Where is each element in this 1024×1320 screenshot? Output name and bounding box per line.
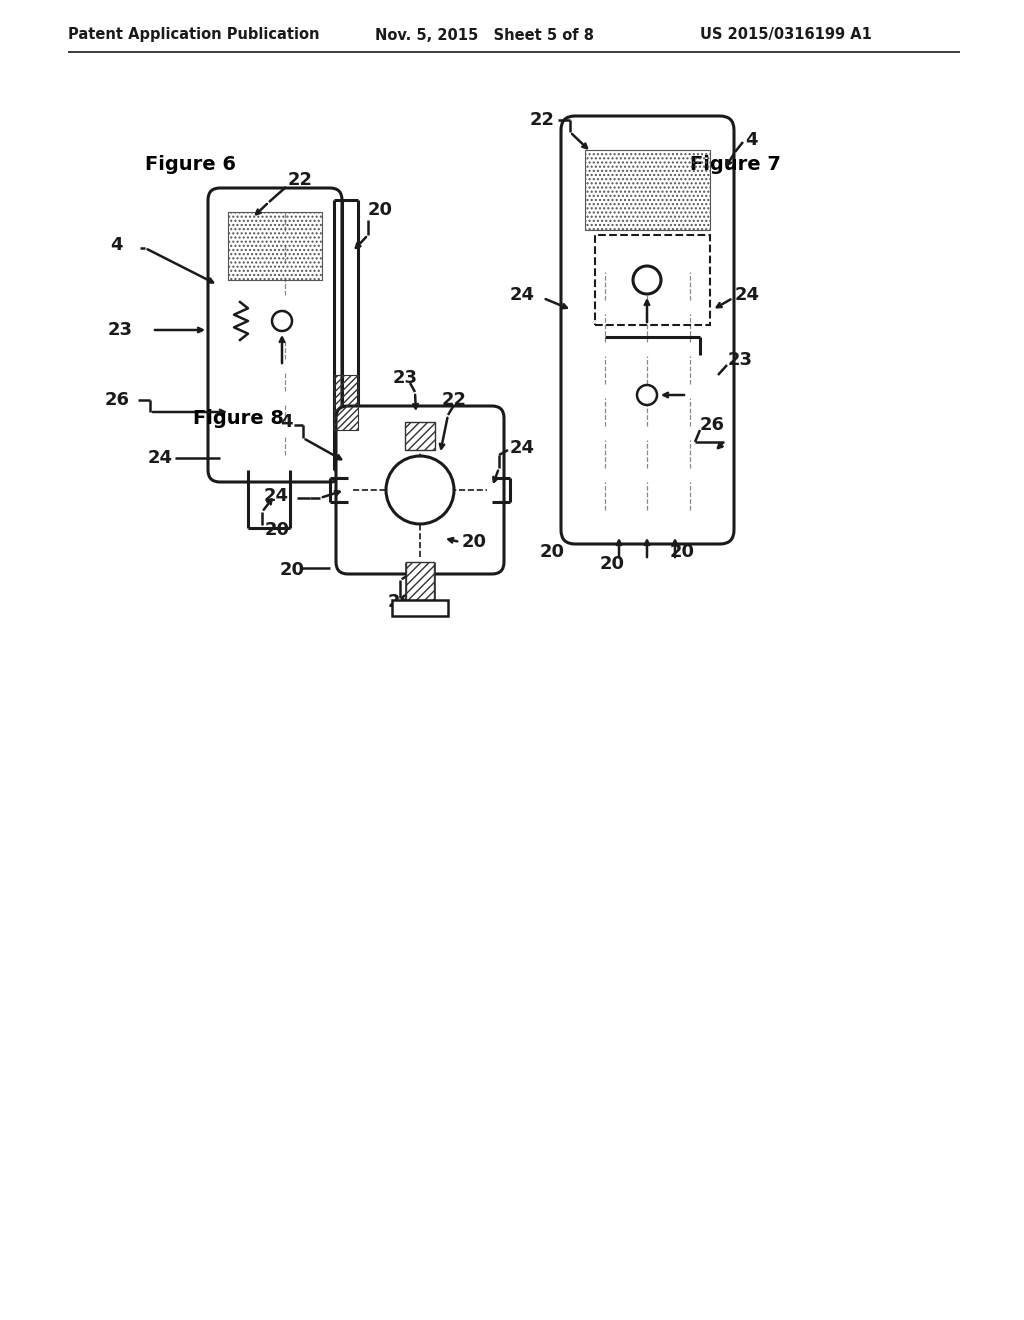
- Text: 4: 4: [280, 413, 293, 432]
- Circle shape: [633, 267, 662, 294]
- Text: 23: 23: [108, 321, 133, 339]
- Text: 22: 22: [530, 111, 555, 129]
- Text: 26: 26: [700, 416, 725, 434]
- Text: Nov. 5, 2015   Sheet 5 of 8: Nov. 5, 2015 Sheet 5 of 8: [375, 28, 594, 42]
- Text: 23: 23: [728, 351, 753, 370]
- Bar: [595, 235, 710, 325]
- Text: 22: 22: [288, 172, 313, 189]
- Text: 4: 4: [110, 236, 123, 253]
- Bar: [392, 601, 449, 616]
- Text: US 2015/0316199 A1: US 2015/0316199 A1: [700, 28, 871, 42]
- Circle shape: [386, 455, 454, 524]
- Text: 20: 20: [280, 561, 305, 579]
- FancyBboxPatch shape: [336, 407, 504, 574]
- Text: 24: 24: [148, 449, 173, 467]
- Text: 24: 24: [510, 286, 535, 304]
- Bar: [228, 213, 322, 280]
- Text: 24: 24: [264, 487, 289, 506]
- Text: 22: 22: [442, 391, 467, 409]
- Text: 20: 20: [670, 543, 695, 561]
- Text: 24: 24: [510, 440, 535, 457]
- Text: Patent Application Publication: Patent Application Publication: [68, 28, 319, 42]
- Bar: [585, 150, 710, 230]
- Bar: [334, 375, 358, 430]
- Text: 4: 4: [745, 131, 758, 149]
- Text: Figure 6: Figure 6: [145, 156, 236, 174]
- Text: 20: 20: [600, 554, 625, 573]
- Text: 23: 23: [393, 370, 418, 387]
- Text: 26: 26: [388, 593, 413, 611]
- Text: Figure 7: Figure 7: [690, 156, 781, 174]
- Text: Figure 8: Figure 8: [193, 408, 284, 428]
- Text: 20: 20: [540, 543, 565, 561]
- Text: 20: 20: [462, 533, 487, 550]
- Text: 26: 26: [105, 391, 130, 409]
- Bar: [406, 562, 434, 601]
- Text: 20: 20: [265, 521, 290, 539]
- Text: 24: 24: [735, 286, 760, 304]
- Bar: [406, 422, 435, 450]
- Text: 20: 20: [368, 201, 393, 219]
- FancyBboxPatch shape: [561, 116, 734, 544]
- FancyBboxPatch shape: [208, 187, 342, 482]
- Circle shape: [272, 312, 292, 331]
- Circle shape: [637, 385, 657, 405]
